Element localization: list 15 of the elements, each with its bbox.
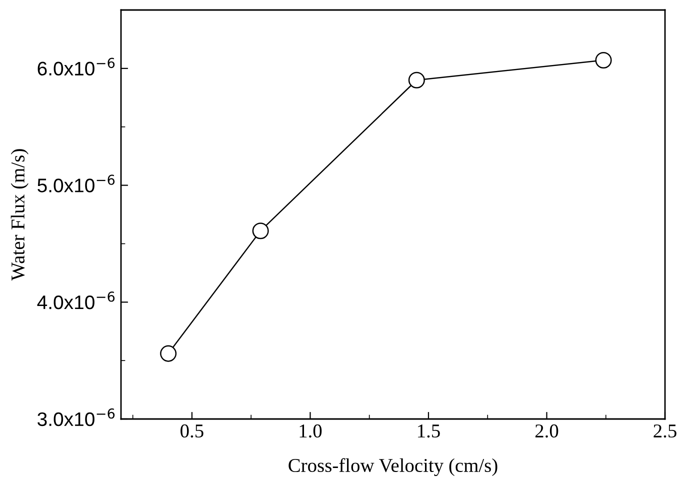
x-axis-title: Cross-flow Velocity (cm/s) [288, 458, 498, 476]
x-tick-label: 1.0 [300, 424, 322, 438]
point [595, 52, 612, 69]
x-tick-label: 0.5 [180, 424, 204, 438]
point [160, 345, 177, 362]
y-tick-label: 6.0x10$^{−6}$ [38, 58, 115, 76]
y-tick-label: 4.0x10$^{−6}$ [37, 291, 115, 310]
y-tick-label: 5.0x10$^{−6}$ [38, 174, 115, 192]
y-tick-label: 3.0x10$^{−6}$ [38, 408, 115, 426]
x-tick-label: 2.0 [535, 424, 558, 438]
point [408, 72, 425, 88]
point [252, 222, 269, 240]
x-tick-label: 2.5 [654, 424, 676, 438]
y-axis-title: Water Flux (m/s) [10, 149, 28, 281]
x-tick-label: 1.5 [418, 424, 440, 438]
